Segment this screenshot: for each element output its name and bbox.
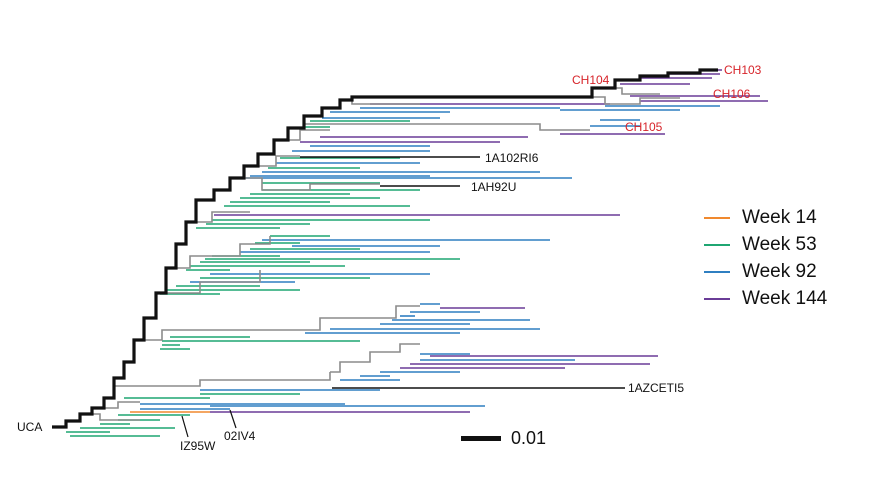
label-pointer-lines (181, 409, 237, 438)
legend-item-week-14: Week 14 (704, 204, 827, 231)
scale-bar-label: 0.01 (511, 428, 547, 448)
02iv4-pointer (229, 409, 237, 429)
internal-branch (330, 343, 420, 373)
internal-branch (156, 270, 261, 294)
internal-branch (258, 155, 300, 167)
legend-swatch (704, 297, 730, 300)
legend: Week 14 Week 53 Week 92 Week 144 (704, 204, 827, 312)
ch105-label: CH105 (625, 120, 663, 134)
trunk-backbone (52, 68, 718, 429)
ch106-label: CH106 (713, 87, 751, 101)
internal-branch (176, 236, 271, 269)
02iv4-label: 02IV4 (224, 429, 256, 443)
internal-branch (104, 401, 140, 409)
iz95w-pointer (181, 415, 189, 438)
legend-swatch (704, 270, 730, 273)
legend-item-week-92: Week 92 (704, 258, 827, 285)
tree-trunk (52, 68, 718, 429)
legend-swatch (704, 243, 730, 246)
legend-swatch (704, 216, 730, 219)
legend-item-week-53: Week 53 (704, 231, 827, 258)
scale-bar: 0.01 (461, 428, 546, 449)
legend-label: Week 53 (742, 233, 817, 255)
scale-bar-line (461, 436, 501, 441)
internal-branch (92, 413, 140, 421)
iz95w-label: IZ95W (180, 439, 216, 453)
legend-label: Week 92 (742, 260, 817, 282)
1a102ri6-label: 1A102RI6 (485, 151, 539, 165)
internal-branch (230, 177, 380, 191)
internal-branch (288, 129, 330, 141)
legend-item-week-144: Week 144 (704, 285, 827, 312)
internal-branch (134, 305, 420, 341)
ch104-label: CH104 (572, 73, 610, 87)
legend-label: Week 14 (742, 206, 817, 228)
ch103-label: CH103 (724, 63, 762, 77)
internal-branch (196, 211, 250, 223)
1azceti5-label: 1AZCETI5 (628, 381, 684, 395)
internal-branch (615, 87, 660, 95)
internal-branch (592, 96, 680, 105)
1ah92u-label: 1AH92U (471, 180, 516, 194)
uca-label: UCA (17, 420, 42, 434)
legend-label: Week 144 (742, 287, 828, 309)
